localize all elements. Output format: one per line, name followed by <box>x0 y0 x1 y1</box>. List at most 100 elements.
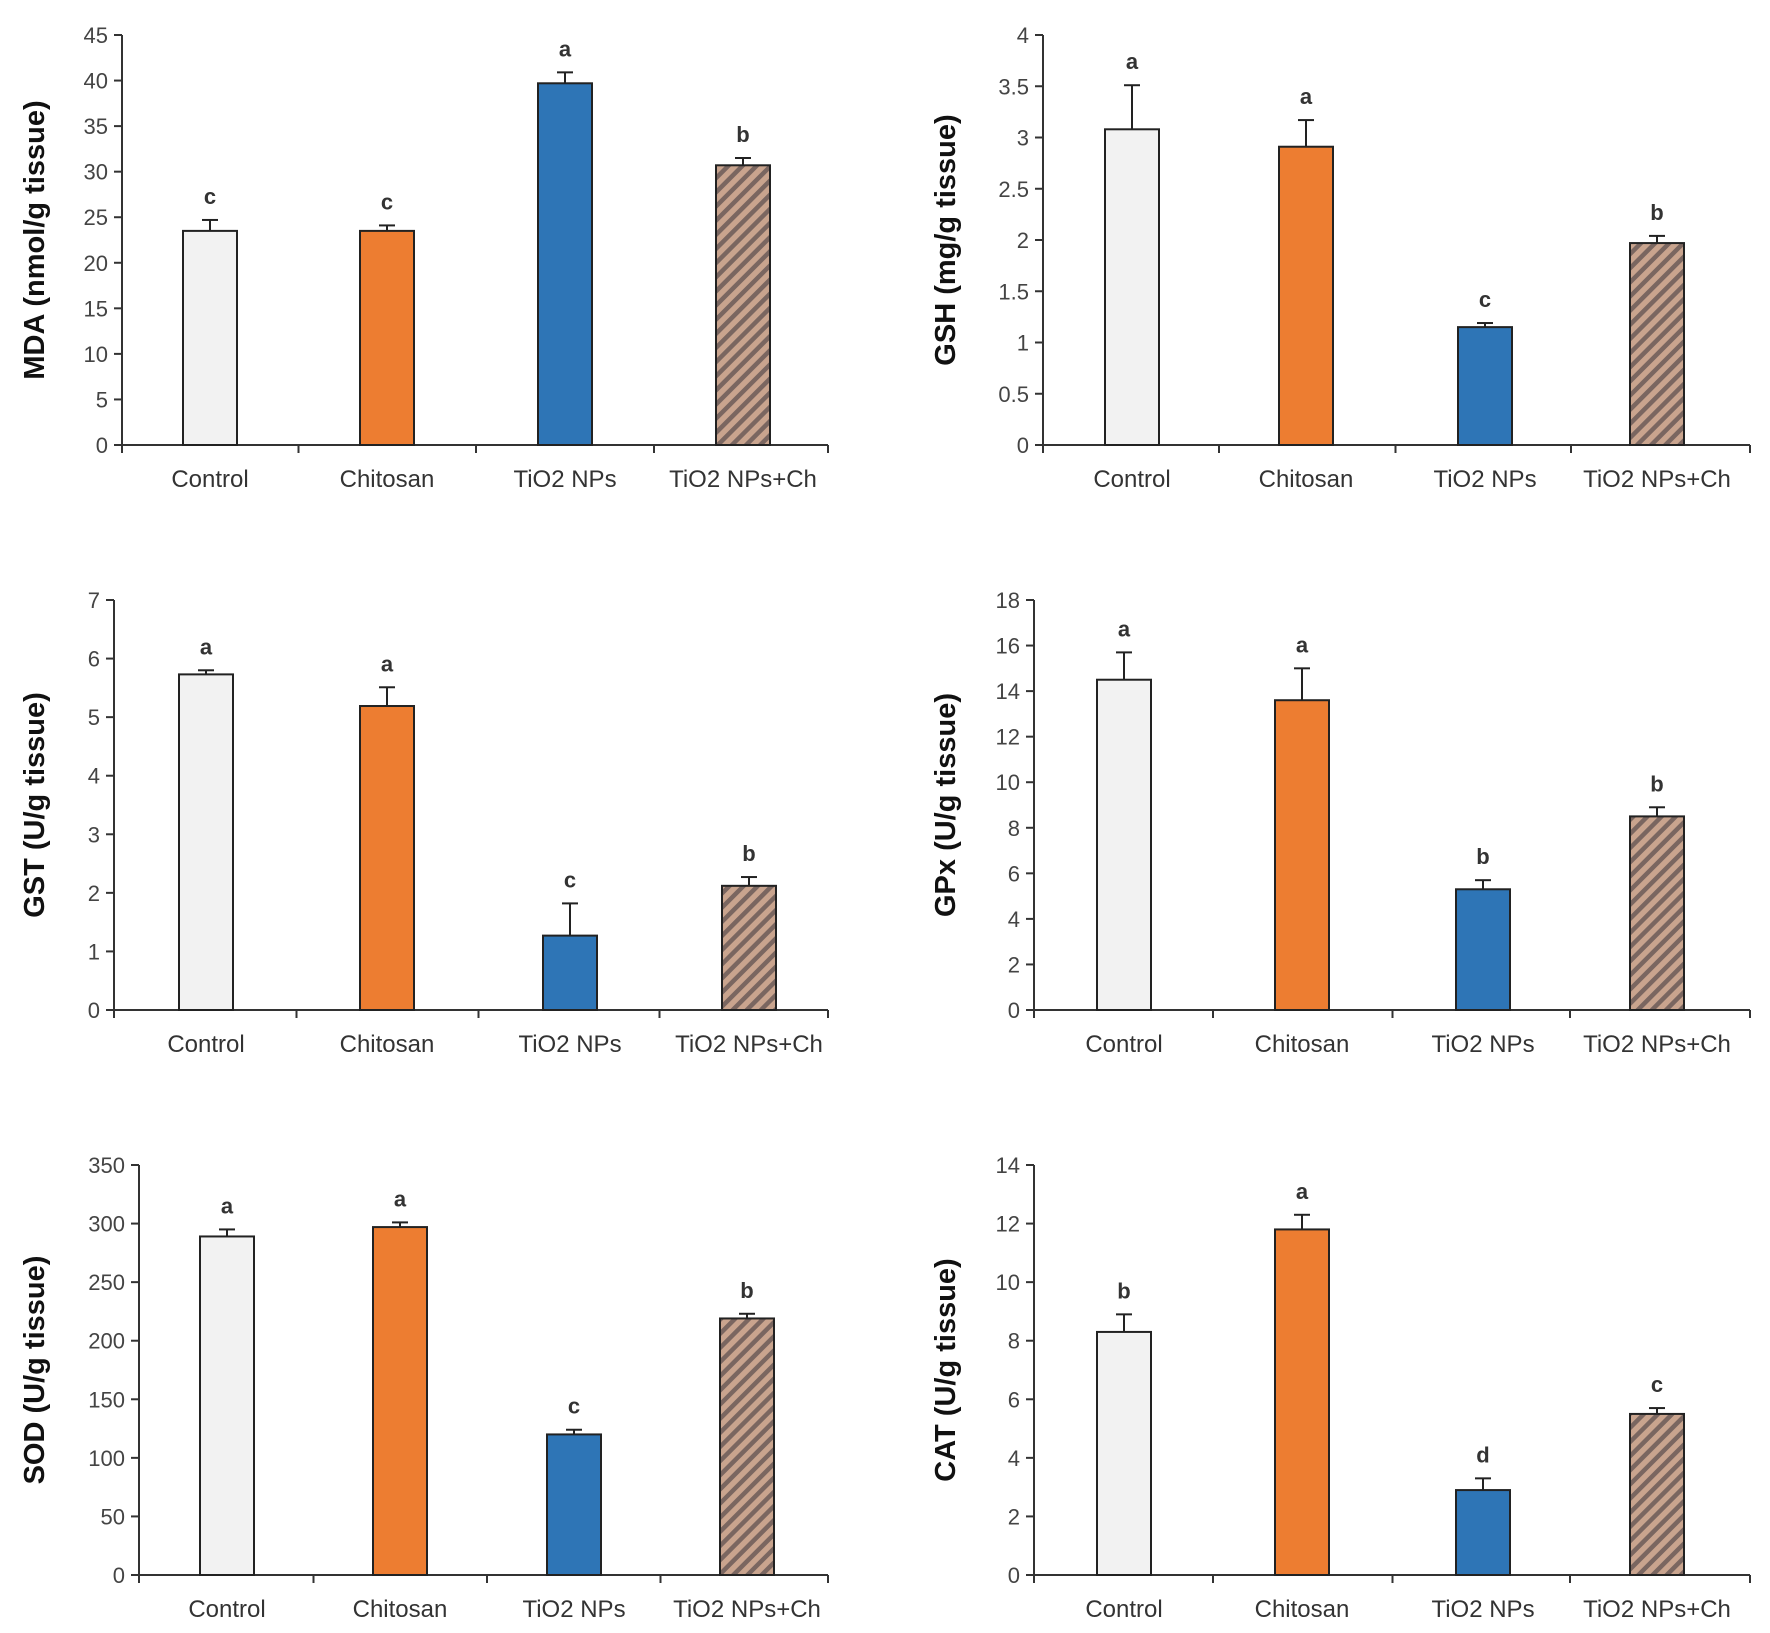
y-tick-label: 40 <box>84 69 108 94</box>
bar-gpx-2 <box>1455 888 1511 1011</box>
chart-panel-gsh: 0 0.5 1 1.5 2 2.5 3 3.5 4 a Control a Chitosan c TiO2 … <box>930 23 1751 493</box>
y-tick-label: 0 <box>113 1563 125 1588</box>
y-tick-label: 5 <box>96 387 108 412</box>
y-tick-label: 0 <box>1008 1563 1020 1588</box>
bar-gsh-1 <box>1278 145 1334 446</box>
bar-gsh-0 <box>1104 128 1160 447</box>
significance-letter: c <box>568 1394 580 1419</box>
bar-cat-2 <box>1455 1489 1511 1576</box>
significance-letter: b <box>742 841 755 866</box>
y-tick-label: 200 <box>88 1329 125 1354</box>
category-label: Chitosan <box>1259 466 1354 493</box>
bar-gpx-3 <box>1629 815 1685 1012</box>
chart-panel-mda: 0 5 10 15 20 25 30 35 40 45 c Control c Chitosan a TiO2… <box>19 23 829 493</box>
y-tick-label: 2 <box>1017 228 1029 253</box>
y-tick-label: 12 <box>996 725 1020 750</box>
significance-letter: c <box>204 184 216 209</box>
y-tick-label: 2 <box>88 881 100 906</box>
y-tick-label: 0.5 <box>998 382 1029 407</box>
y-tick-label: 45 <box>84 23 108 48</box>
significance-letter: c <box>381 189 393 214</box>
y-tick-label: 14 <box>996 1153 1020 1178</box>
y-tick-label: 50 <box>101 1504 125 1529</box>
bar-sod-1 <box>372 1226 428 1576</box>
y-tick-label: 0 <box>88 998 100 1023</box>
y-tick-label: 0 <box>96 433 108 458</box>
y-axis-title: MDA (nmol/g tissue) <box>19 100 51 379</box>
y-tick-label: 5 <box>88 705 100 730</box>
category-label: Control <box>167 1031 244 1058</box>
category-label: TiO2 NPs <box>1431 1596 1534 1623</box>
y-tick-label: 30 <box>84 160 108 185</box>
significance-letter: a <box>559 36 572 61</box>
significance-letter: d <box>1476 1442 1489 1467</box>
y-tick-label: 10 <box>996 1270 1020 1295</box>
chart-panel-gpx: 0 2 4 6 8 10 12 14 16 18 a Control a Chitosan b TiO2 NP… <box>930 588 1751 1058</box>
y-tick-label: 7 <box>88 588 100 613</box>
significance-letter: c <box>1651 1372 1663 1397</box>
category-label: Control <box>171 466 248 493</box>
category-label: Control <box>188 1596 265 1623</box>
category-label: TiO2 NPs+Ch <box>673 1596 821 1623</box>
significance-letter: a <box>200 634 213 659</box>
bar-cat-3 <box>1629 1412 1685 1577</box>
bar-cat-0 <box>1096 1330 1152 1577</box>
category-label: TiO2 NPs <box>518 1031 621 1058</box>
bar-sod-0 <box>199 1235 255 1576</box>
y-tick-label: 1 <box>1017 331 1029 356</box>
significance-letter: a <box>221 1193 234 1218</box>
y-axis-title: GST (U/g tissue) <box>19 692 51 918</box>
y-tick-label: 3 <box>1017 126 1029 151</box>
category-label: TiO2 NPs+Ch <box>669 466 817 493</box>
y-tick-label: 0 <box>1008 998 1020 1023</box>
category-label: TiO2 NPs+Ch <box>675 1031 823 1058</box>
y-tick-label: 18 <box>996 588 1020 613</box>
category-label: TiO2 NPs <box>513 466 616 493</box>
significance-letter: a <box>1300 84 1313 109</box>
y-tick-label: 2 <box>1008 1504 1020 1529</box>
y-tick-label: 4 <box>1008 907 1020 932</box>
y-tick-label: 150 <box>88 1387 125 1412</box>
chart-panel-cat: 0 2 4 6 8 10 12 14 b Control a Chitosan d TiO2 NPs c Ti… <box>930 1153 1751 1623</box>
y-tick-label: 2.5 <box>998 177 1029 202</box>
y-tick-label: 100 <box>88 1446 125 1471</box>
bar-sod-2 <box>546 1433 602 1577</box>
bar-gst-1 <box>359 705 415 1011</box>
significance-letter: a <box>1118 616 1131 641</box>
y-tick-label: 8 <box>1008 816 1020 841</box>
bar-cat-1 <box>1274 1228 1330 1577</box>
significance-letter: b <box>1476 844 1489 869</box>
category-label: TiO2 NPs+Ch <box>1583 466 1731 493</box>
bar-mda-2 <box>537 82 593 447</box>
y-tick-label: 2 <box>1008 952 1020 977</box>
bar-gst-3 <box>721 884 777 1011</box>
y-tick-label: 350 <box>88 1153 125 1178</box>
y-tick-label: 4 <box>1008 1446 1020 1471</box>
category-label: TiO2 NPs+Ch <box>1583 1031 1731 1058</box>
significance-letter: b <box>1117 1278 1130 1303</box>
y-tick-label: 1.5 <box>998 279 1029 304</box>
bar-mda-0 <box>182 229 238 446</box>
bar-mda-3 <box>715 164 771 447</box>
category-label: Chitosan <box>340 466 435 493</box>
bar-gpx-0 <box>1096 678 1152 1011</box>
significance-letter: a <box>394 1186 407 1211</box>
y-tick-label: 8 <box>1008 1329 1020 1354</box>
chart-panel-sod: 0 50 100 150 200 250 300 350 a Control a Chitosan c T… <box>19 1153 829 1623</box>
significance-letter: a <box>381 651 394 676</box>
y-tick-label: 0 <box>1017 433 1029 458</box>
bar-gst-0 <box>178 673 234 1012</box>
y-tick-label: 6 <box>1008 861 1020 886</box>
y-tick-label: 20 <box>84 251 108 276</box>
bar-sod-3 <box>719 1317 775 1576</box>
significance-letter: a <box>1296 1179 1309 1204</box>
category-label: Control <box>1085 1031 1162 1058</box>
chart-panel-gst: 0 1 2 3 4 5 6 7 a Control a Chitosan c TiO2 NPs b TiO2 … <box>19 588 829 1058</box>
y-tick-label: 4 <box>88 764 100 789</box>
y-axis-title: GSH (mg/g tissue) <box>930 114 962 365</box>
bar-gst-2 <box>542 934 598 1011</box>
y-tick-label: 3 <box>88 822 100 847</box>
category-label: TiO2 NPs <box>1433 466 1536 493</box>
category-label: Chitosan <box>353 1596 448 1623</box>
